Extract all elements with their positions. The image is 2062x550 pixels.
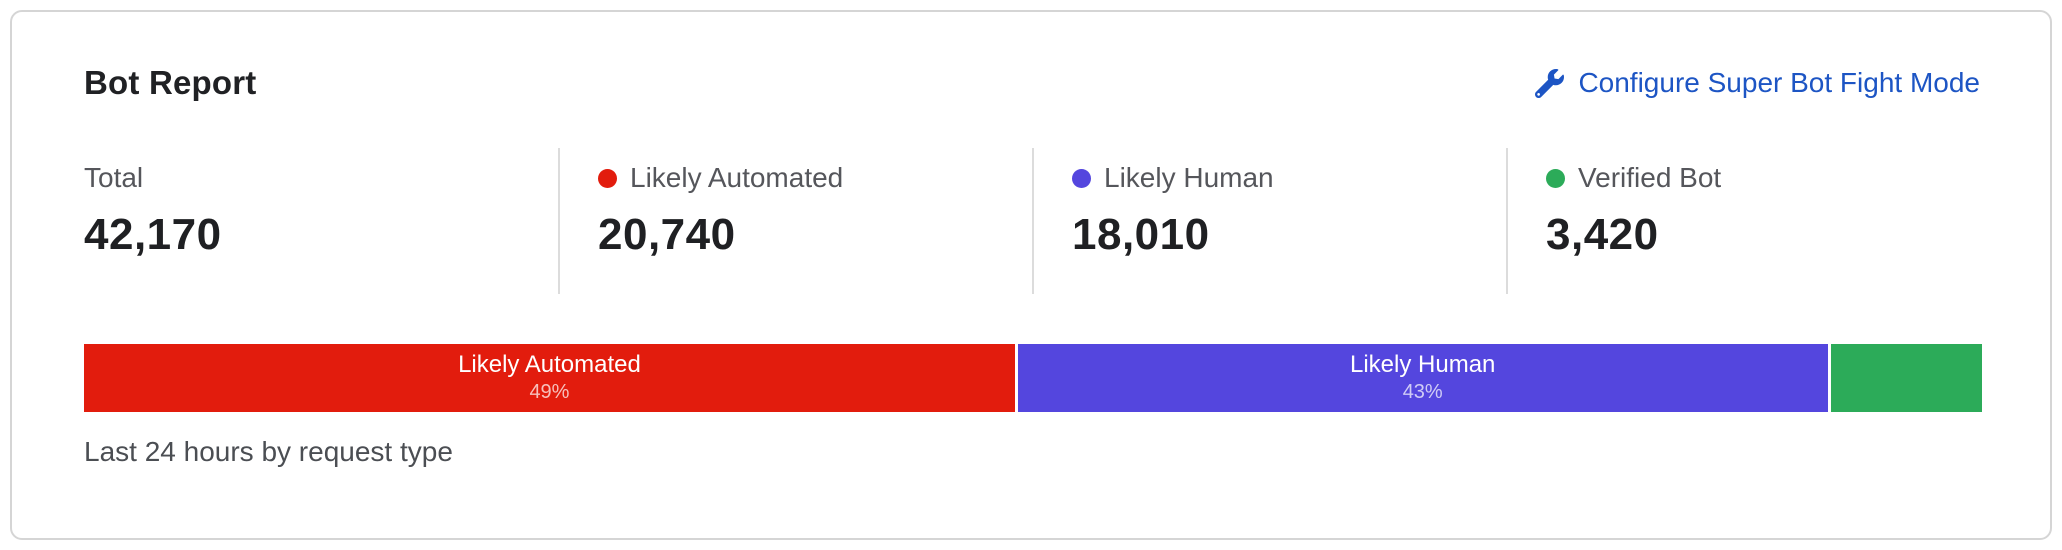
bar-segment-likely-automated[interactable]: Likely Automated 49% (84, 344, 1015, 412)
configure-link-label: Configure Super Bot Fight Mode (1578, 67, 1980, 98)
likely-automated-dot-icon (598, 168, 617, 188)
stat-value: 20,740 (598, 210, 736, 259)
segment-percent: 43% (1402, 380, 1443, 403)
wrench-icon (1535, 68, 1565, 98)
page-title: Bot Report (84, 64, 257, 101)
card-header: Bot Report Configure Super Bot Fight Mod… (84, 64, 1980, 102)
stats-row: Total 42,170 Likely Automated 20,740 Lik… (84, 148, 1980, 294)
bot-report-card: Bot Report Configure Super Bot Fight Mod… (10, 10, 2052, 540)
stat-verified-bot: Verified Bot 3,420 (1506, 148, 1980, 294)
stat-label: Likely Human (1104, 162, 1274, 193)
stat-label: Total (84, 162, 144, 193)
segment-percent: 49% (529, 380, 570, 403)
likely-human-dot-icon (1072, 168, 1091, 188)
stat-value: 42,170 (84, 210, 222, 259)
segment-label: Likely Automated (458, 351, 641, 379)
stat-label: Likely Automated (630, 162, 844, 193)
stat-likely-automated: Likely Automated 20,740 (558, 148, 1032, 294)
stat-likely-human: Likely Human 18,010 (1032, 148, 1506, 294)
bar-segment-verified-bot[interactable] (1830, 344, 1983, 412)
configure-super-bot-fight-mode-link[interactable]: Configure Super Bot Fight Mode (1535, 67, 1980, 99)
request-type-stacked-bar: Likely Automated 49% Likely Human 43% (84, 344, 1983, 412)
segment-label: Likely Human (1350, 351, 1496, 379)
verified-bot-dot-icon (1546, 168, 1565, 188)
stat-value: 18,010 (1072, 210, 1210, 259)
bar-segment-likely-human[interactable]: Likely Human 43% (1017, 344, 1828, 412)
stat-value: 3,420 (1546, 210, 1659, 259)
chart-caption: Last 24 hours by request type (84, 436, 453, 467)
stat-total: Total 42,170 (84, 148, 558, 294)
stat-label: Verified Bot (1578, 162, 1722, 193)
